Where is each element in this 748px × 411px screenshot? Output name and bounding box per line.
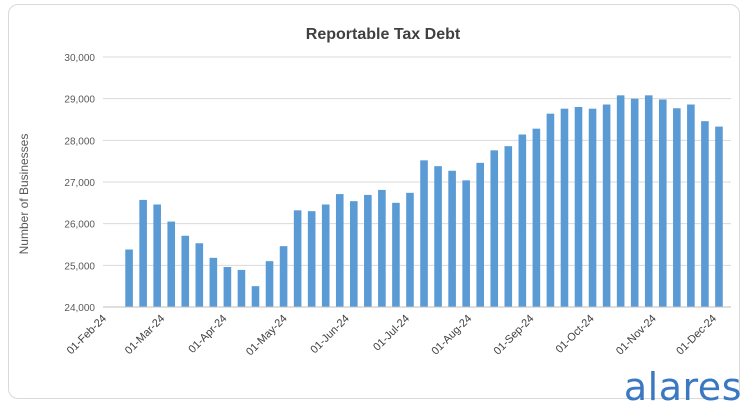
y-tick-label: 30,000 <box>64 53 95 64</box>
bar <box>644 95 653 307</box>
bar <box>195 243 204 307</box>
bar <box>349 201 358 307</box>
bar <box>335 194 344 307</box>
bar <box>588 108 597 308</box>
bar <box>321 204 330 307</box>
bar <box>181 235 190 307</box>
y-axis-label: Number of Businesses <box>17 134 31 255</box>
bar <box>434 166 442 307</box>
bar <box>378 189 386 307</box>
y-tick-label: 28,000 <box>64 136 95 147</box>
bar-chart: Reportable Tax Debt 24,000 25,000 26,000 27… <box>17 26 731 359</box>
bar <box>616 95 625 307</box>
bar <box>658 99 667 307</box>
bar <box>251 286 260 307</box>
bar <box>265 261 274 307</box>
y-tick-label: 26,000 <box>64 220 95 231</box>
x-tick-label: 01-Apr-24 <box>186 313 229 356</box>
x-tick-label: 01-Mar-24 <box>123 313 167 357</box>
x-tick-label: 01-Dec-24 <box>674 313 719 358</box>
x-tick-label: 01-Jun-24 <box>308 313 352 357</box>
brand-logo: alares <box>623 365 742 409</box>
bar <box>715 126 723 307</box>
x-tick-label: 01-Aug-24 <box>429 313 474 358</box>
bar <box>293 210 302 307</box>
gridlines <box>103 56 731 308</box>
bar <box>546 113 555 308</box>
bar <box>490 150 499 307</box>
x-tick-label: 01-Nov-24 <box>614 313 659 358</box>
x-tick-label: 01-Oct-24 <box>554 313 597 356</box>
x-tick-label: 01-Sep-24 <box>492 313 537 358</box>
bar <box>420 160 428 307</box>
bar <box>153 204 161 307</box>
y-tick-label: 24,000 <box>64 303 95 314</box>
x-tick-label: 01-Feb-24 <box>65 313 109 357</box>
bar <box>279 246 288 307</box>
bar <box>307 211 316 307</box>
bar <box>687 104 695 307</box>
bar <box>630 98 639 308</box>
bar <box>518 134 527 307</box>
bar <box>167 221 176 307</box>
y-tick-label: 27,000 <box>64 178 95 189</box>
chart-title: Reportable Tax Debt <box>306 26 461 43</box>
bar <box>139 199 147 307</box>
y-tick-label: 25,000 <box>64 261 95 272</box>
bar <box>209 257 218 307</box>
bar <box>504 146 513 307</box>
bar <box>602 104 611 307</box>
bar <box>462 180 470 307</box>
bar <box>476 162 485 307</box>
bar <box>448 170 456 307</box>
bar <box>532 128 541 307</box>
bar <box>392 202 400 307</box>
y-axis-ticks: 24,000 25,000 26,000 27,000 28,000 29,000 30,0… <box>64 53 95 314</box>
bar <box>560 108 569 308</box>
bar <box>125 249 133 307</box>
chart-frame: Reportable Tax Debt 24,000 25,000 26,000 27… <box>8 4 740 399</box>
bars <box>125 95 723 308</box>
bar <box>223 267 232 307</box>
x-tick-label: 01-May-24 <box>244 313 290 359</box>
x-axis-ticks: 01-Feb-24 01-Mar-24 01-Apr-24 01-May-24 01-J… <box>65 313 719 359</box>
bar <box>237 269 246 307</box>
bar <box>364 194 372 307</box>
bar <box>701 121 709 308</box>
x-tick-label: 01-Jul-24 <box>371 313 412 354</box>
bar <box>574 107 583 307</box>
bar <box>673 108 681 307</box>
bar <box>406 192 414 307</box>
y-tick-label: 29,000 <box>64 95 95 106</box>
